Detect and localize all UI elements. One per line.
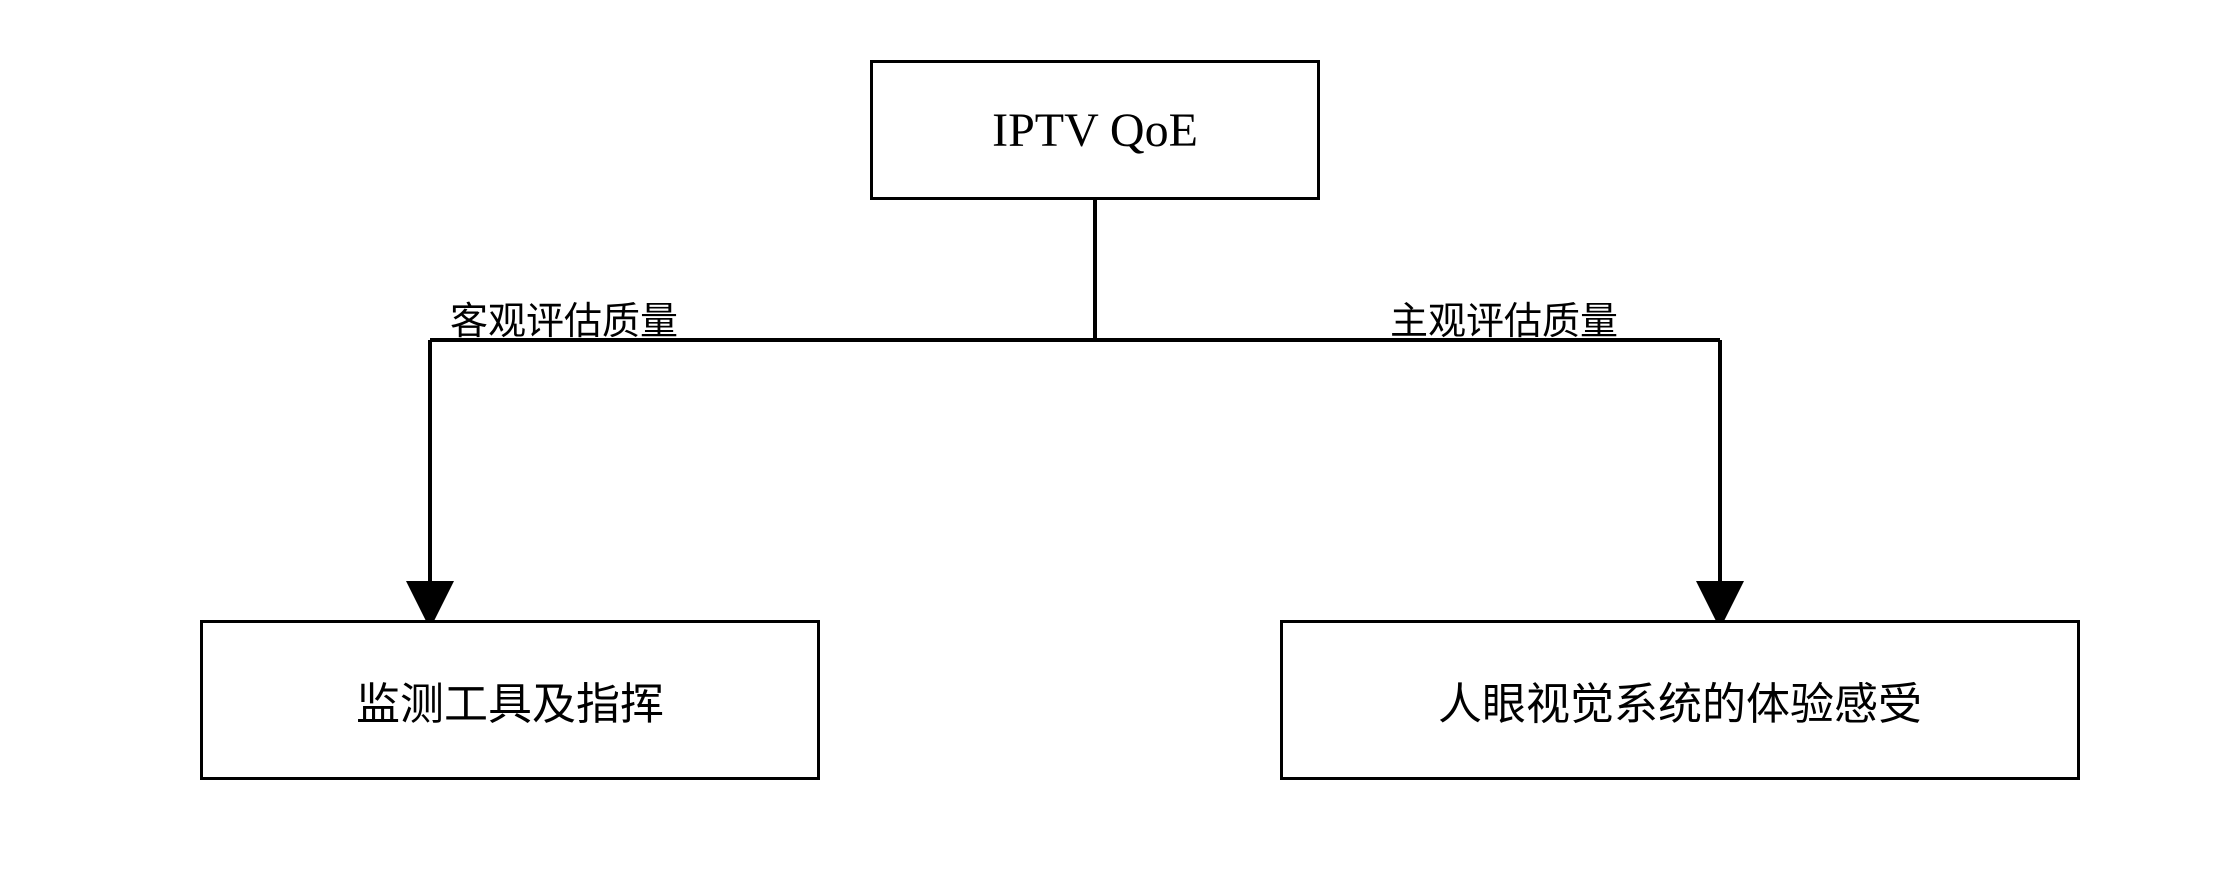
node-right-label: 人眼视觉系统的体验感受 — [1438, 668, 1922, 732]
edge-label-right: 主观评估质量 — [1390, 290, 1618, 345]
edge-label-left: 客观评估质量 — [450, 290, 678, 345]
node-right: 人眼视觉系统的体验感受 — [1280, 620, 2080, 780]
node-top-label: IPTV QoE — [992, 103, 1198, 158]
node-left: 监测工具及指挥 — [200, 620, 820, 780]
iptv-qoe-diagram: IPTV QoE 监测工具及指挥 人眼视觉系统的体验感受 客观评估质量 主观评估… — [0, 0, 2228, 884]
node-left-label: 监测工具及指挥 — [356, 668, 664, 732]
node-top: IPTV QoE — [870, 60, 1320, 200]
